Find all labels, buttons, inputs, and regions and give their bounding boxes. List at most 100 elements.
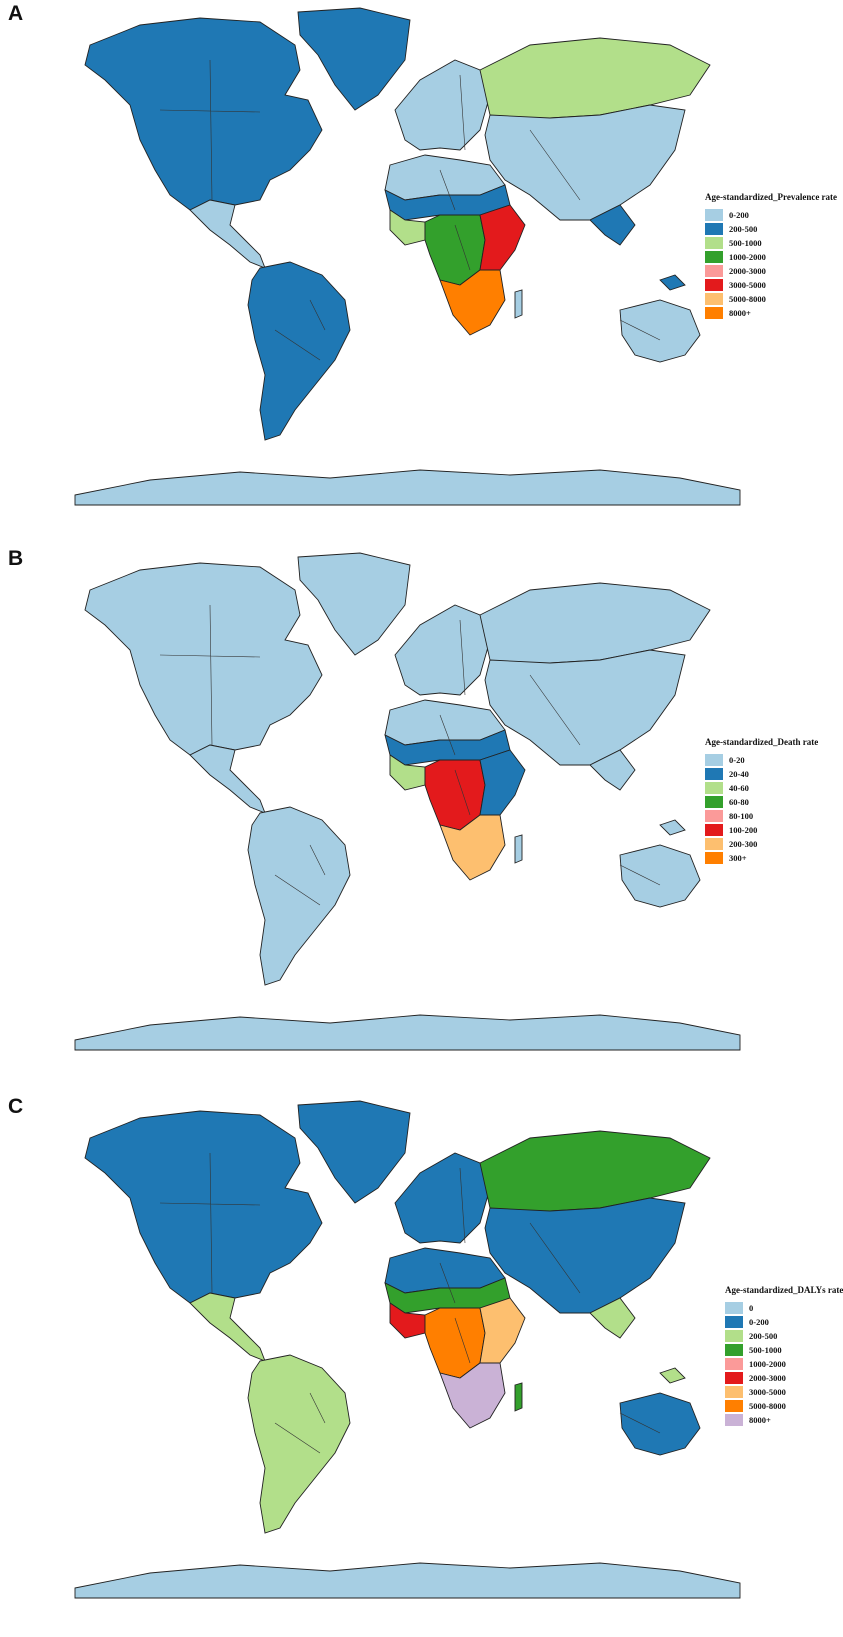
region-east-africa (479, 749, 526, 821)
region-southern-africa (439, 814, 506, 881)
region-southeast-asia (589, 749, 686, 836)
region-europe (394, 59, 491, 151)
legend-label: 200-300 (729, 839, 758, 849)
panel-label: C (8, 1095, 24, 1118)
legend-swatch (705, 838, 723, 850)
legend-item: 0-200 (725, 1315, 843, 1329)
map-legend: Age-standardized_DALYs rate 0 0-200 200-50… (725, 1285, 843, 1427)
legend-swatch (725, 1400, 743, 1412)
legend-item: 0 (725, 1301, 843, 1315)
map-legend: Age-standardized_Prevalence rate 0-200 20… (705, 192, 837, 320)
legend-title: Age-standardized_DALYs rate (725, 1285, 843, 1295)
region-antarctica (74, 469, 741, 506)
legend-item: 500-1000 (705, 236, 837, 250)
country-borders (159, 604, 661, 906)
legend-swatch (705, 307, 723, 319)
legend-swatch (705, 293, 723, 305)
legend-item: 2000-3000 (725, 1371, 843, 1385)
legend-item: 200-300 (705, 837, 818, 851)
map-legend: Age-standardized_Death rate 0-20 20-40 40-… (705, 737, 818, 865)
region-north-america (84, 562, 323, 756)
legend-label: 200-500 (749, 1331, 778, 1341)
legend-swatch (705, 782, 723, 794)
region-south-america (247, 261, 351, 441)
region-asia (484, 104, 686, 221)
legend-label: 8000+ (729, 308, 751, 318)
panel-label: A (8, 2, 24, 25)
legend-title: Age-standardized_Death rate (705, 737, 819, 747)
legend-item: 100-200 (705, 823, 818, 837)
legend-label: 0-200 (749, 1317, 769, 1327)
country-borders (159, 1152, 661, 1454)
region-asia (484, 649, 686, 766)
legend-swatch (705, 223, 723, 235)
panel-c: C Age-standardized_DALYs rate 0 0-200 200-… (0, 1093, 843, 1633)
region-australia (619, 299, 701, 363)
panel-b: B Age-standardized_Death rate 0-20 20-40 4… (0, 545, 843, 1085)
legend-label: 5000-8000 (749, 1401, 786, 1411)
region-australia (619, 844, 701, 908)
legend-item: 2000-3000 (705, 264, 837, 278)
legend-item: 1000-2000 (725, 1357, 843, 1371)
region-north-america (84, 1110, 323, 1304)
region-central-america (189, 1292, 266, 1362)
legend-label: 1000-2000 (729, 252, 766, 262)
legend-item: 5000-8000 (725, 1399, 843, 1413)
legend-item: 3000-5000 (725, 1385, 843, 1399)
legend-item: 0-20 (705, 753, 818, 767)
region-east-africa (479, 204, 526, 276)
legend-label: 20-40 (729, 769, 749, 779)
region-central-america (189, 199, 266, 269)
legend-swatch (725, 1316, 743, 1328)
legend-item: 3000-5000 (705, 278, 837, 292)
legend-swatch (705, 237, 723, 249)
legend-swatch (725, 1372, 743, 1384)
region-southeast-asia (589, 1297, 686, 1384)
legend-swatch (725, 1358, 743, 1370)
region-southern-africa (439, 269, 506, 336)
legend-label: 2000-3000 (749, 1373, 786, 1383)
region-greenland (297, 552, 411, 656)
region-east-africa (479, 1297, 526, 1369)
panel-label: B (8, 547, 24, 570)
legend-label: 3000-5000 (729, 280, 766, 290)
legend-swatch (725, 1344, 743, 1356)
legend-swatch (725, 1302, 743, 1314)
legend-item: 20-40 (705, 767, 818, 781)
legend-swatch (705, 810, 723, 822)
legend-swatch (705, 279, 723, 291)
region-southern-africa (439, 1362, 506, 1429)
world-map (74, 7, 741, 506)
legend-label: 60-80 (729, 797, 749, 807)
panel-a: A Age-standardized_Prevalence rate 0-200… (0, 0, 843, 540)
region-central-america (189, 744, 266, 814)
world-map (74, 552, 741, 1051)
legend-item: 1000-2000 (705, 250, 837, 264)
legend-swatch (725, 1386, 743, 1398)
region-north-america (84, 17, 323, 211)
region-europe (394, 604, 491, 696)
legend-label: 5000-8000 (729, 294, 766, 304)
legend-label: 1000-2000 (749, 1359, 786, 1369)
region-greenland (297, 7, 411, 111)
legend-item: 8000+ (705, 306, 837, 320)
legend-label: 80-100 (729, 811, 754, 821)
legend-label: 0-200 (729, 210, 749, 220)
legend-swatch (705, 796, 723, 808)
region-madagascar (514, 289, 523, 319)
legend-item: 500-1000 (725, 1343, 843, 1357)
legend-swatch (705, 209, 723, 221)
legend-item: 5000-8000 (705, 292, 837, 306)
legend-label: 40-60 (729, 783, 749, 793)
legend-swatch (725, 1414, 743, 1426)
region-madagascar (514, 1382, 523, 1412)
legend-label: 3000-5000 (749, 1387, 786, 1397)
world-map (74, 1100, 741, 1599)
legend-swatch (705, 852, 723, 864)
legend-label: 500-1000 (729, 238, 762, 248)
legend-item: 8000+ (725, 1413, 843, 1427)
region-south-america (247, 1354, 351, 1534)
legend-label: 0-20 (729, 755, 745, 765)
legend-item: 0-200 (705, 208, 837, 222)
legend-item: 60-80 (705, 795, 818, 809)
